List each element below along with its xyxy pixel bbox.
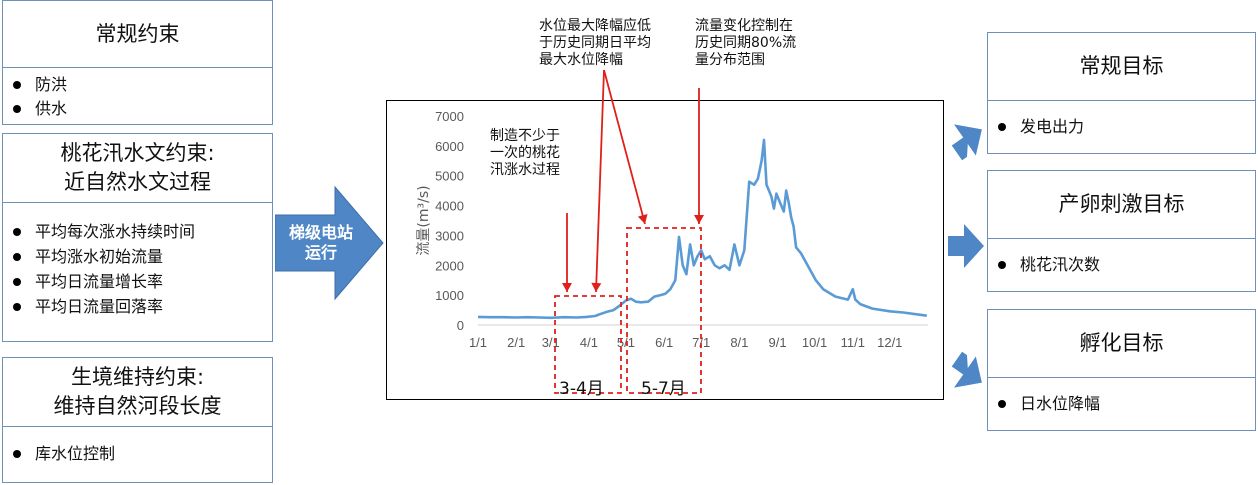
peach-flood-inner-annotation: 制造不少于 一次的桃花 汛涨水过程 <box>490 128 560 178</box>
cascade-operation-label: 梯级电站 运行 <box>288 223 353 262</box>
spawn-goal-list: 桃花汛次数 <box>988 238 1255 291</box>
list-item: 平均日流量增长率 <box>13 272 163 292</box>
may-jul-label: 5-7月 <box>641 379 686 399</box>
hatch-goal-list: 日水位降幅 <box>988 377 1255 430</box>
x-tick-label: 12/1 <box>877 335 902 350</box>
conventional-goal-box: 常规目标 发电出力 <box>987 32 1256 154</box>
x-tick-label: 10/1 <box>802 335 827 350</box>
bullet-icon <box>13 302 21 311</box>
y-tick-label: 4000 <box>435 199 464 214</box>
bullet-icon <box>13 252 21 261</box>
flow-series-line <box>477 138 927 320</box>
list-item: 防洪 <box>13 75 67 95</box>
may-jul-highlight-box <box>626 227 702 394</box>
flow-hydrograph-chart: 0 1000 2000 3000 4000 5000 6000 7000 1/1 2/1 3/1 4/… <box>416 69 928 394</box>
level-drop-arrow-b <box>603 69 646 225</box>
level-drop-arrow-b-head <box>637 214 648 224</box>
x-tick-label: 1/1 <box>469 335 487 350</box>
bullet-icon <box>998 399 1006 408</box>
arrow-to-conventional-goal <box>951 124 982 160</box>
flow-change-annotation: 流量变化控制在 历史同期80%流 量分布范围 <box>695 18 797 68</box>
x-tick-label: 4/1 <box>580 335 598 350</box>
x-tick-label: 6/1 <box>655 335 673 350</box>
list-item: 平均涨水初始流量 <box>13 247 163 267</box>
list-item: 平均每次涨水持续时间 <box>13 222 195 242</box>
y-tick-label: 1000 <box>435 288 464 303</box>
x-tick-label: 5/1 <box>617 335 635 350</box>
y-axis-label: 流量(m³/s) <box>416 185 432 255</box>
hatch-goal-box: 孵化目标 日水位降幅 <box>987 309 1256 431</box>
list-item: 平均日流量回落率 <box>13 297 163 317</box>
bullet-icon <box>998 260 1006 269</box>
spawn-goal-box: 产卵刺激目标 桃花汛次数 <box>987 170 1256 292</box>
list-item: 桃花汛次数 <box>998 255 1100 275</box>
y-tick-label: 7000 <box>435 109 464 124</box>
x-tick-label: 7/1 <box>692 335 710 350</box>
bullet-icon <box>13 104 21 113</box>
y-tick-label: 0 <box>457 318 464 333</box>
cascade-operation-arrow <box>275 185 384 301</box>
bullet-icon <box>13 277 21 286</box>
list-item: 日水位降幅 <box>998 394 1100 414</box>
peach-annotation-arrow-head <box>562 283 572 292</box>
list-item: 库水位控制 <box>13 444 115 464</box>
x-tick-label: 11/1 <box>841 335 865 350</box>
bullet-icon <box>13 227 21 236</box>
peach-flood-constraint-box: 桃花汛水文约束: 近自然水文过程 平均每次涨水持续时间 平均涨水初始流量 平均日… <box>2 133 273 342</box>
y-tick-label: 6000 <box>435 139 464 154</box>
arrow-to-hatch-goal <box>951 352 982 388</box>
list-item: 发电出力 <box>998 117 1084 137</box>
peach-flood-constraint-list: 平均每次涨水持续时间 平均涨水初始流量 平均日流量增长率 平均日流量回落率 <box>3 202 272 341</box>
y-tick-label: 5000 <box>435 169 464 184</box>
flow-chart-frame <box>386 100 944 400</box>
conventional-constraint-list: 防洪 供水 <box>3 67 272 124</box>
conventional-goal-title: 常规目标 <box>988 33 1255 101</box>
hatch-goal-title: 孵化目标 <box>988 310 1255 378</box>
habitat-constraint-title: 生境维持约束: 维持自然河段长度 <box>3 358 272 427</box>
arrow-to-spawn-goal <box>948 224 984 268</box>
conventional-constraint-box: 常规约束 防洪 供水 <box>2 0 273 125</box>
y-tick-label: 3000 <box>435 228 464 243</box>
spawn-goal-title: 产卵刺激目标 <box>988 171 1255 239</box>
conventional-constraint-title: 常规约束 <box>3 1 272 68</box>
x-tick-label: 2/1 <box>507 335 525 350</box>
level-drop-arrow-a <box>595 69 605 293</box>
bullet-icon <box>13 80 21 89</box>
conventional-goal-list: 发电出力 <box>988 100 1255 153</box>
bullet-icon <box>998 122 1006 131</box>
x-tick-label: 8/1 <box>730 335 748 350</box>
x-tick-label: 9/1 <box>769 335 787 350</box>
habitat-constraint-list: 库水位控制 <box>3 426 272 482</box>
peach-flood-constraint-title: 桃花汛水文约束: 近自然水文过程 <box>3 134 272 203</box>
x-tick-label: 3/1 <box>542 335 560 350</box>
bullet-icon <box>13 449 21 458</box>
list-item: 供水 <box>13 99 67 119</box>
level-drop-arrow-a-head <box>591 282 602 292</box>
habitat-constraint-box: 生境维持约束: 维持自然河段长度 库水位控制 <box>2 357 273 483</box>
mar-apr-label: 3-4月 <box>559 379 604 399</box>
y-tick-label: 2000 <box>435 258 464 273</box>
flow-change-arrow-head <box>694 215 704 224</box>
water-level-drop-annotation: 水位最大降幅应低 于历史同期日平均 最大水位降幅 <box>539 18 651 68</box>
